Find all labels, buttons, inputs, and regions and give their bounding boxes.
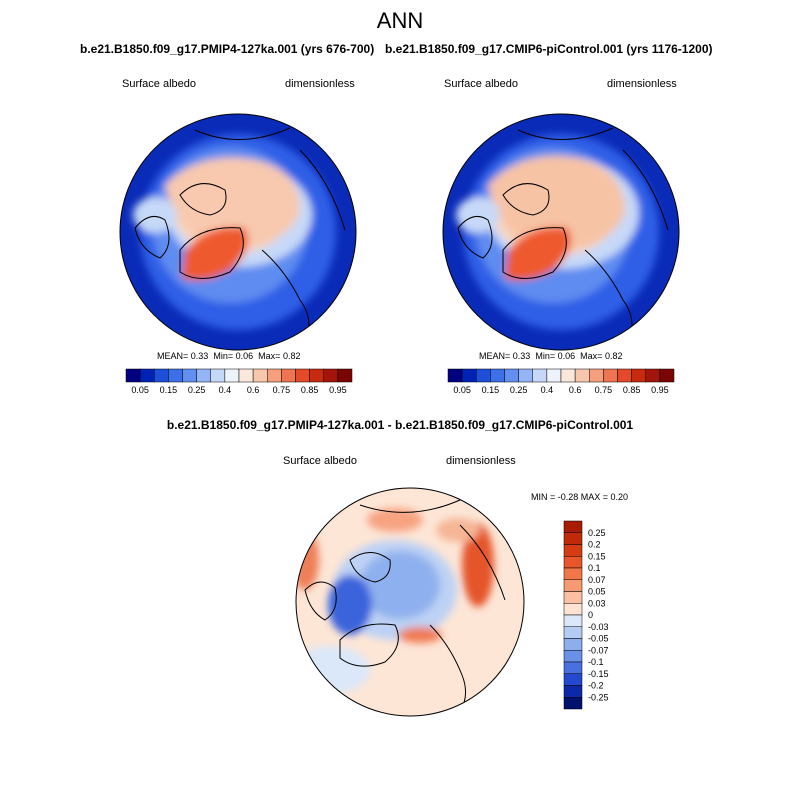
colorbar-box (532, 368, 548, 383)
colorbar-box (337, 368, 353, 383)
colorbar-box (196, 368, 211, 383)
colorbar-box (563, 532, 583, 545)
diff-title: b.e21.B1850.f09_g17.PMIP4-127ka.001 - b.… (166, 418, 634, 432)
map-panel-1 (119, 113, 357, 351)
colorbar-tick-label: -0.05 (588, 634, 609, 644)
colorbar-box (563, 614, 583, 627)
colorbar-tick-label: 0.25 (188, 385, 206, 395)
colorbar-box (182, 368, 197, 383)
colorbar-box (563, 544, 583, 557)
colorbar-tick-label: 0.85 (301, 385, 319, 395)
colorbar-box (461, 368, 477, 383)
panel-1-variable-label: Surface albedo (122, 78, 196, 90)
colorbar-box (563, 673, 583, 686)
colorbar-box (603, 368, 618, 383)
colorbar-box (659, 368, 675, 383)
map-panel-2 (442, 113, 680, 351)
colorbar-box (574, 368, 590, 383)
colorbar-tick-label: 0.6 (569, 385, 582, 395)
colorbar-tick-label: 0.15 (160, 385, 178, 395)
colorbar-box (295, 368, 310, 383)
colorbar-box (210, 368, 226, 383)
colorbar-box (589, 368, 604, 383)
colorbar-tick-label: -0.07 (588, 645, 609, 655)
colorbar-tick-label: 0.05 (131, 385, 149, 395)
colorbar-box (490, 368, 505, 383)
diff-units-label: dimensionless (446, 455, 516, 467)
colorbar-tick-label: -0.1 (588, 657, 604, 667)
colorbar-tick-label: 0.4 (219, 385, 232, 395)
colorbar-panel-2: 0.05 0.15 0.25 0.4 0.6 0.75 0.85 0.95 (447, 368, 675, 395)
colorbar-box (563, 685, 583, 698)
colorbar-box (563, 603, 583, 616)
diff-variable-label: Surface albedo (283, 455, 357, 467)
colorbar-box (476, 368, 491, 383)
diff-minmax: MIN = -0.28 MAX = 0.20 (531, 492, 629, 502)
colorbar-tick-label: 0.75 (273, 385, 291, 395)
colorbar-box (563, 556, 583, 569)
colorbar-box (560, 368, 576, 383)
colorbar-tick-label: 0.4 (541, 385, 554, 395)
colorbar-box (546, 368, 562, 383)
colorbar-box (563, 661, 583, 674)
map-diff (295, 487, 525, 717)
colorbar-box (563, 626, 583, 639)
colorbar-tick-label: 0.15 (482, 385, 500, 395)
colorbar-tick-label: 0.95 (651, 385, 669, 395)
colorbar-box (252, 368, 268, 383)
colorbar-box (563, 650, 583, 663)
colorbar-box (125, 368, 141, 383)
colorbar-box (447, 368, 463, 383)
colorbar-box (617, 368, 632, 383)
panel-1-stats: MEAN= 0.33 Min= 0.06 Max= 0.82 (157, 351, 301, 361)
colorbar-tick-label: 0.6 (247, 385, 260, 395)
colorbar-tick-label: 0.25 (588, 528, 606, 538)
colorbar-tick-label: 0.1 (588, 563, 601, 573)
colorbar-box (267, 368, 282, 383)
colorbar-box (139, 368, 155, 383)
colorbar-box (563, 591, 583, 604)
colorbar-tick-label: 0.15 (588, 551, 606, 561)
panel-2-title: b.e21.B1850.f09_g17.CMIP6-piControl.001 … (385, 42, 713, 56)
colorbar-box (504, 368, 519, 383)
colorbar-tick-label: 0.25 (510, 385, 528, 395)
colorbar-tick-label: 0.07 (588, 575, 606, 585)
colorbar-tick-label: -0.15 (588, 669, 609, 679)
colorbar-tick-label: 0.05 (453, 385, 471, 395)
colorbar-tick-label: -0.25 (588, 692, 609, 702)
panel-1-title: b.e21.B1850.f09_g17.PMIP4-127ka.001 (yrs… (80, 42, 375, 56)
colorbar-box (518, 368, 533, 383)
colorbar-tick-label: 0.75 (595, 385, 613, 395)
colorbar-box (281, 368, 296, 383)
colorbar-box (224, 368, 240, 383)
colorbar-box (168, 368, 183, 383)
colorbar-tick-label: 0.95 (329, 385, 347, 395)
colorbar-box (563, 697, 583, 710)
colorbar-tick-label: 0.2 (588, 540, 601, 550)
colorbar-box (631, 368, 646, 383)
colorbar-box (309, 368, 324, 383)
panel-2-units-label: dimensionless (607, 78, 677, 90)
colorbar-panel-1: 0.05 0.15 0.25 0.4 0.6 0.75 0.85 0.95 (125, 368, 353, 395)
colorbar-tick-label: 0.05 (588, 587, 606, 597)
colorbar-box (563, 579, 583, 592)
colorbar-box (563, 520, 583, 533)
figure-title: ANN (376, 8, 424, 33)
colorbar-box (563, 638, 583, 651)
colorbar-box (645, 368, 661, 383)
colorbar-box (154, 368, 169, 383)
colorbar-tick-label: 0.85 (623, 385, 641, 395)
panel-1-units-label: dimensionless (285, 78, 355, 90)
colorbar-diff: 0.250.20.150.10.070.050.030-0.03-0.05-0.… (563, 520, 609, 710)
colorbar-tick-label: 0 (588, 610, 593, 620)
colorbar-tick-label: -0.2 (588, 681, 604, 691)
colorbar-tick-label: -0.03 (588, 622, 609, 632)
colorbar-box (238, 368, 254, 383)
colorbar-box (323, 368, 339, 383)
colorbar-tick-label: 0.03 (588, 598, 606, 608)
panel-2-variable-label: Surface albedo (444, 78, 518, 90)
panel-2-stats: MEAN= 0.33 Min= 0.06 Max= 0.82 (479, 351, 623, 361)
colorbar-box (563, 567, 583, 580)
